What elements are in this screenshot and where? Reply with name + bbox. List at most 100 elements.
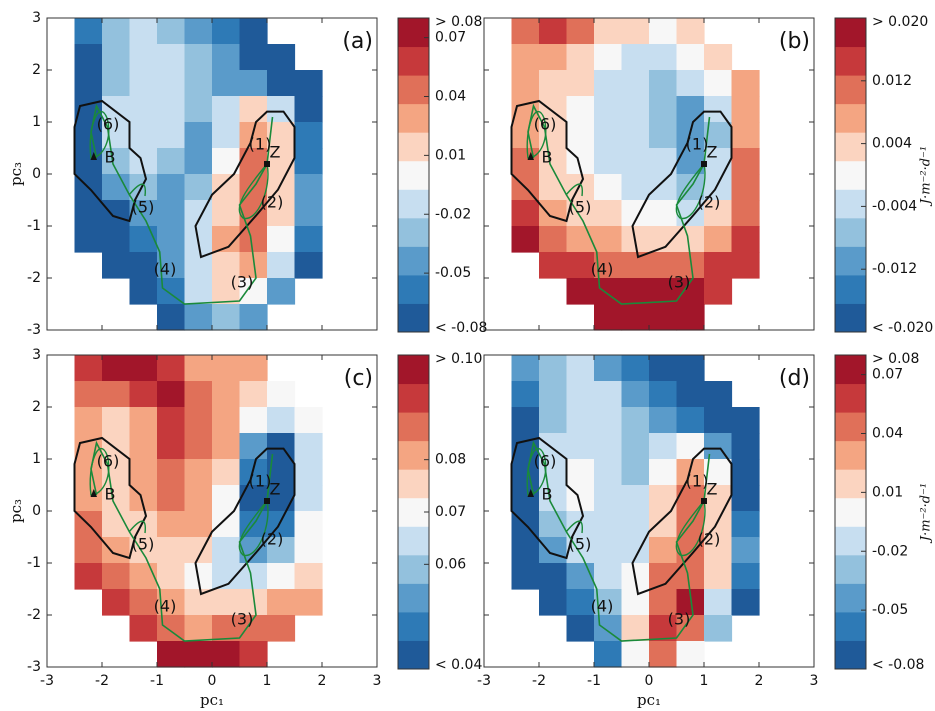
heat-cell — [157, 122, 186, 149]
x-tick-label: 2 — [755, 673, 764, 689]
colorbar-tick-label: < -0.08 — [872, 657, 924, 673]
heat-cell — [239, 355, 268, 382]
colorbar-tick-label: > 0.020 — [872, 14, 928, 30]
heat-cell — [129, 381, 158, 408]
panel: (b) (1) (2) (3) (4) (5) (6) B Z < -0.020 -0.012 -0.… — [483, 14, 934, 336]
heat-cell — [212, 511, 241, 538]
x-tick-label: 3 — [373, 673, 382, 689]
heat-cell — [102, 70, 131, 97]
heat-cell — [74, 122, 103, 149]
heat-cell — [212, 174, 241, 201]
heat-cell — [704, 615, 733, 642]
heat-cell — [267, 278, 296, 305]
region-label: B — [542, 485, 553, 504]
heat-cell — [74, 355, 103, 382]
heat-cell — [621, 278, 650, 305]
colorbar-tick-label: < -0.020 — [872, 320, 933, 336]
heat-cell — [102, 252, 131, 279]
heat-cell — [566, 96, 595, 123]
heat-cell — [267, 148, 296, 175]
y-tick-label: 1 — [32, 451, 41, 467]
heat-cell — [129, 122, 158, 149]
heat-cell — [676, 641, 705, 668]
heat-cell — [649, 589, 678, 616]
heat-cell — [129, 278, 158, 305]
colorbar-band — [835, 75, 866, 105]
heat-cell — [539, 252, 568, 279]
y-tick-label: -3 — [27, 322, 41, 338]
colorbar-tick-label: 0.01 — [872, 484, 903, 500]
heat-cell — [129, 433, 158, 460]
heat-cell — [294, 200, 323, 227]
heat-cell — [676, 122, 705, 149]
heat-cell — [511, 485, 540, 512]
heat-cell — [294, 226, 323, 253]
heat-cell — [74, 485, 103, 512]
heat-cell — [649, 96, 678, 123]
heat-cell — [212, 96, 241, 123]
heat-cell — [731, 433, 760, 460]
region-label: (2) — [698, 530, 721, 549]
heat-cell — [566, 70, 595, 97]
heat-cell — [676, 70, 705, 97]
colorbar-band — [398, 469, 429, 499]
region-label: (2) — [261, 530, 284, 549]
heat-cell — [676, 537, 705, 564]
heat-cell — [212, 355, 241, 382]
region-label: (3) — [668, 273, 691, 292]
heat-cell — [184, 44, 213, 71]
colorbar-tick-label: -0.05 — [435, 265, 471, 281]
heat-cell — [74, 537, 103, 564]
heat-cell — [566, 433, 595, 460]
colorbar-label: J·m⁻²·d⁻¹ — [919, 146, 934, 207]
colorbar-band — [835, 355, 866, 385]
heat-cell — [539, 70, 568, 97]
heat-cell — [267, 589, 296, 616]
heat-cell — [184, 200, 213, 227]
heat-cell — [184, 511, 213, 538]
heat-cell — [539, 407, 568, 434]
heat-cell — [731, 485, 760, 512]
colorbar-band — [835, 274, 866, 304]
colorbar-tick-label: 0.07 — [435, 504, 466, 520]
heat-cell — [129, 563, 158, 590]
heat-cell — [704, 485, 733, 512]
y-tick-label: 0 — [32, 503, 41, 519]
heat-cell — [184, 589, 213, 616]
colorbar-band — [398, 274, 429, 304]
heat-cell — [129, 355, 158, 382]
heat-cell — [649, 407, 678, 434]
heat-cell — [74, 70, 103, 97]
colorbar-frame — [834, 17, 867, 333]
heat-cell — [621, 174, 650, 201]
heat-cell — [621, 459, 650, 486]
heat-cell — [594, 355, 623, 382]
colorbar-band — [398, 189, 429, 219]
colorbar-tick-label: -0.012 — [872, 261, 917, 277]
heat-cell — [676, 304, 705, 331]
heat-cell — [294, 252, 323, 279]
colorbar-frame — [397, 17, 430, 333]
colorbar-tick-label: 0.004 — [872, 136, 912, 152]
colorbar-tick-label: 0.04 — [872, 426, 903, 442]
region-label: Z — [707, 143, 718, 162]
heat-cell — [539, 355, 568, 382]
heat-cell — [594, 44, 623, 71]
heat-cell — [212, 44, 241, 71]
heat-cell — [74, 200, 103, 227]
heat-cell — [511, 122, 540, 149]
heat-cell — [539, 563, 568, 590]
colorbar-band — [398, 18, 429, 48]
y-tick-label: -1 — [27, 555, 41, 571]
heat-cell — [184, 407, 213, 434]
heat-cell — [239, 18, 268, 45]
heat-cell — [267, 226, 296, 253]
heat-cell — [621, 122, 650, 149]
heat-cell — [212, 407, 241, 434]
x-tick-label: -3 — [40, 673, 54, 689]
heat-cell — [157, 174, 186, 201]
heat-cell — [731, 96, 760, 123]
x-tick-label: -1 — [587, 673, 601, 689]
heat-cell — [511, 148, 540, 175]
heat-cell — [267, 433, 296, 460]
